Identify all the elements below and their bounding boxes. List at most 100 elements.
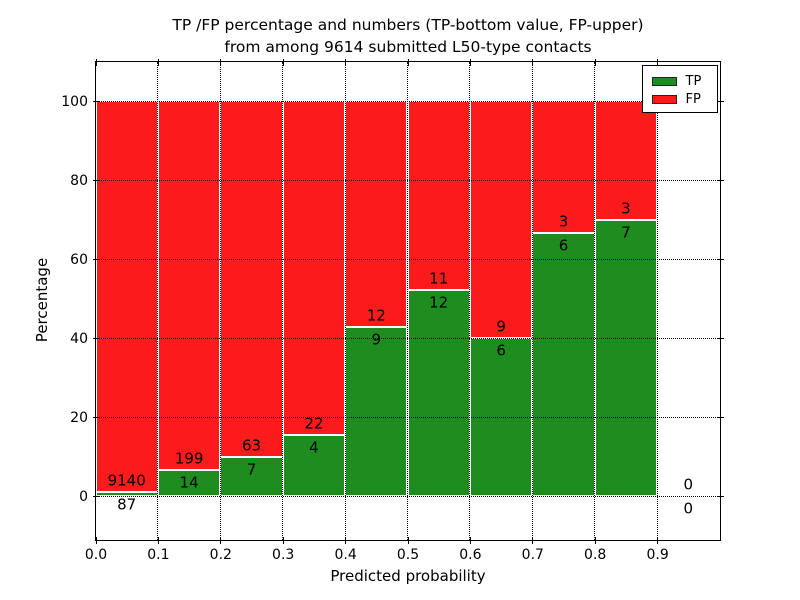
bar-segment-tp [532,232,595,497]
tick-mark-x-top [407,58,409,66]
bar-count-label-fp: 199 [174,449,204,468]
gridline-vertical [531,61,533,540]
bar-segment-fp [469,101,533,339]
chart-title-line1: TP /FP percentage and numbers (TP-bottom… [172,16,644,34]
x-tick-label: 0.6 [459,547,482,563]
bar-segment-tp [407,289,470,497]
tick-mark-x-top [345,58,347,66]
gridline-vertical [594,61,596,540]
bar-count-label-tp: 87 [117,495,137,514]
bar-count-label-fp: 0 [683,475,694,494]
y-tick-label: 80 [70,172,88,189]
x-tick-label: 0.8 [584,547,607,563]
tick-mark-y-right [716,496,724,498]
x-axis-label: Predicted probability [330,567,486,585]
x-tick-label: 0.9 [646,547,669,563]
gridline-vertical [407,61,408,540]
y-tick-label: 60 [70,251,88,268]
bar-count-label-tp: 0 [683,499,694,518]
bar-count-label-tp: 6 [558,236,569,255]
bar-count-label-tp: 14 [179,473,199,492]
chart-title: TP /FP percentage and numbers (TP-bottom… [96,14,720,58]
bar-segment-tp [157,470,221,497]
tick-mark-x-bottom [282,536,284,544]
gridline-horizontal [95,100,720,102]
tick-mark-x-bottom [469,536,471,544]
bar-segment-fp [345,101,408,327]
chart-title-line2: from among 9614 submitted L50-type conta… [224,38,592,56]
gridline-vertical [469,61,471,540]
bar-segment-fp [407,101,470,290]
bar-labels-layer: 9140 87 199 14 63 7 22 4 12 9 11 12 9 6 3 6 3 7 0 0 [96,62,720,540]
bar-segment-tp [594,219,658,497]
bar-count-label-fp: 22 [304,414,324,433]
tick-mark-x-top [594,58,596,66]
tick-mark-y-left [92,496,100,498]
tick-mark-y-left [92,259,100,261]
bar-segment-fp [532,101,595,233]
tick-mark-y-right [716,180,724,181]
tick-mark-y-left [92,101,100,102]
tick-mark-y-right [716,417,724,419]
bar-count-label-fp: 11 [429,269,449,288]
bar-count-label-tp: 6 [496,341,506,360]
x-tick-label: 0.1 [147,547,170,563]
tick-mark-y-left [92,338,100,340]
tick-mark-x-top [157,58,159,66]
x-tick-label: 0.4 [334,547,357,563]
tick-mark-y-right [716,259,724,261]
plot-area: 9140 87 199 14 63 7 22 4 12 9 11 12 9 6 3 6 3 7 0 0 TP FP [94,60,721,541]
tick-mark-x-bottom [532,536,534,544]
tick-mark-x-bottom [657,536,659,544]
bar-count-label-fp: 3 [558,212,569,231]
tick-mark-y-left [92,180,100,181]
gridline-vertical [219,61,221,540]
bar-segment-fp [220,101,283,457]
y-tick-label: 0 [79,488,88,505]
bar-count-label-fp: 63 [241,436,262,455]
bar-count-label-tp: 9 [371,330,382,349]
x-tick-label: 0.7 [521,547,544,563]
bar-count-label-fp: 3 [621,199,631,218]
tick-mark-y-left [92,417,100,419]
gridline-horizontal [95,337,720,339]
bar-count-label-tp: 7 [246,460,257,479]
tick-mark-y-right [716,338,724,340]
legend-item-tp: TP [643,72,717,90]
bar-segment-fp [157,101,221,471]
bar-count-label-fp: 12 [366,306,386,325]
tick-mark-x-top [657,58,659,66]
grid-layer [95,61,720,540]
x-tick-label: 0.2 [209,547,232,563]
y-tick-label: 20 [70,409,88,426]
x-tick-label: 0.5 [396,547,420,563]
tick-mark-x-bottom [220,536,222,544]
y-tick-label: 40 [70,330,88,347]
legend: TP FP [641,65,718,113]
gridline-vertical [282,61,284,540]
tick-mark-x-bottom [407,536,409,544]
tick-mark-x-bottom [95,536,97,544]
gridline-vertical [656,61,658,540]
tick-mark-x-top [95,58,97,66]
x-tick-label: 0.3 [272,547,295,563]
bars-layer [95,62,720,540]
x-tick-label: 0.0 [84,547,108,563]
bar-segment-fp [282,101,346,436]
bar-count-label-fp: 9140 [107,471,146,490]
bar-count-label-fp: 9 [496,317,506,336]
gridline-horizontal [95,495,720,497]
legend-label-fp: FP [685,91,701,107]
gridline-horizontal [95,416,720,418]
gridline-vertical [344,61,346,540]
gridline-horizontal [95,258,720,260]
gridline-vertical [157,61,159,540]
y-tick-label: 100 [61,93,88,110]
bar-segment-tp [282,435,346,497]
tick-mark-x-top [469,58,471,66]
legend-swatch-tp-icon [651,76,677,86]
tick-mark-x-top [532,58,534,66]
tick-mark-x-bottom [345,536,347,544]
bar-count-label-tp: 12 [429,293,449,312]
